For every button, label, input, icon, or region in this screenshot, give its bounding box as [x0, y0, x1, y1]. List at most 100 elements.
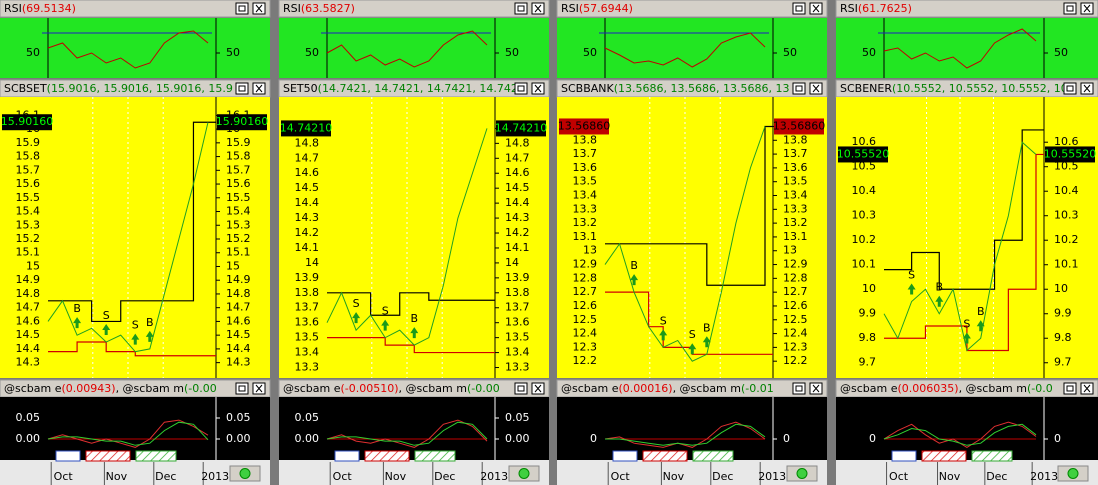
y-tick-label: 15.6	[226, 177, 251, 190]
month-label: 2013	[1030, 470, 1058, 483]
title-part: (0.00016)	[618, 382, 672, 395]
restore-button[interactable]	[514, 82, 528, 95]
y-tick-label: 10.1	[1054, 258, 1079, 271]
restore-button[interactable]	[792, 382, 806, 395]
restore-button[interactable]	[514, 2, 528, 15]
y-tick-label: 14.8	[16, 287, 41, 300]
title-text: RSI(61.7625)	[840, 2, 912, 15]
y-tick-label: 10	[1054, 282, 1068, 295]
y-tick-label: 13.3	[505, 361, 530, 374]
y-tick-label: 13.4	[573, 189, 598, 202]
y-tick-label: 14.5	[295, 181, 320, 194]
title-part: (-0.0	[1027, 382, 1053, 395]
ind-tick-label: 0.00	[226, 432, 251, 445]
y-tick-label: 15.2	[226, 232, 251, 245]
ind-tick-label: 0.00	[505, 432, 530, 445]
restore-button[interactable]	[792, 2, 806, 15]
month-label: Oct	[54, 470, 74, 483]
lower-band	[605, 291, 773, 355]
period-block	[642, 450, 688, 462]
y-tick-label: 10.4	[1054, 184, 1079, 197]
close-icon	[1083, 4, 1091, 13]
restore-button[interactable]	[235, 382, 249, 395]
signal-label: B	[410, 312, 418, 325]
price-label: 10.55520	[837, 147, 890, 160]
y-tick-label: 14.8	[226, 287, 251, 300]
close-icon	[255, 384, 263, 393]
period-block	[612, 450, 638, 462]
signal-label: B	[935, 281, 943, 294]
ind-e-line	[604, 421, 766, 448]
price-line	[604, 126, 766, 362]
close-icon	[1083, 84, 1091, 93]
price-box	[774, 118, 824, 135]
restore-icon	[1066, 5, 1074, 12]
upper-band	[48, 121, 216, 323]
rsi-tick-label: 50	[505, 46, 519, 59]
title-text: @scbam e(0.006035), @scbam m(-0.0	[840, 382, 1053, 395]
title-part: (10.5552, 10.5552, 10.5552, 10.	[892, 82, 1071, 95]
restore-button[interactable]	[235, 82, 249, 95]
restore-button[interactable]	[1063, 2, 1077, 15]
y-tick-label: 10.3	[1054, 209, 1079, 222]
signal-arrow	[630, 274, 639, 286]
y-tick-label: 10.5	[852, 160, 877, 173]
ind-tick-label: 0	[869, 432, 876, 445]
smiley-icon	[518, 468, 530, 479]
month-label: Oct	[889, 470, 909, 483]
month-label: Nov	[663, 470, 685, 483]
price-box	[281, 120, 331, 137]
month-label: Dec	[712, 470, 733, 483]
y-tick-label: 15.6	[16, 177, 41, 190]
restore-button[interactable]	[1063, 82, 1077, 95]
signal-arrow	[102, 324, 111, 336]
month-label: Dec	[434, 470, 455, 483]
y-tick-label: 14.5	[226, 328, 251, 341]
close-icon	[812, 4, 820, 13]
rsi-line	[47, 30, 209, 69]
y-tick-label: 14.3	[226, 356, 251, 369]
smiley-icon	[796, 468, 808, 479]
title-part: , @scbam m	[399, 382, 467, 395]
title-part: SET50	[283, 82, 318, 95]
upper-band	[327, 292, 495, 316]
rsi-tick-label: 50	[583, 46, 597, 59]
y-tick-label: 9.8	[1054, 331, 1072, 344]
y-tick-label: 12.9	[783, 258, 808, 271]
y-tick-label: 15	[26, 259, 40, 272]
y-tick-label: 13.5	[295, 331, 320, 344]
close-icon	[255, 4, 263, 13]
y-tick-label: 13.7	[295, 301, 320, 314]
title-part: @scbam e	[840, 382, 898, 395]
price-box	[559, 118, 609, 135]
y-tick-label: 10.4	[852, 184, 877, 197]
restore-icon	[517, 85, 525, 92]
y-tick-label: 12.2	[783, 354, 808, 367]
y-tick-label: 12.6	[573, 299, 598, 312]
signal-label: S	[689, 328, 696, 341]
restore-button[interactable]	[235, 2, 249, 15]
y-tick-label: 10.3	[852, 209, 877, 222]
y-tick-label: 13.7	[505, 301, 530, 314]
month-label: 2013	[201, 470, 229, 483]
y-tick-label: 12.5	[573, 313, 598, 326]
signal-label: S	[132, 319, 139, 332]
price-pane	[557, 97, 827, 378]
restore-button[interactable]	[514, 382, 528, 395]
restore-button[interactable]	[1063, 382, 1077, 395]
title-part: (0.006035)	[897, 382, 958, 395]
signal-arrow	[410, 327, 419, 339]
signal-arrow	[659, 329, 668, 341]
y-tick-label: 13.3	[783, 202, 808, 215]
title-part: (15.9016, 15.9016, 15.9016, 15.9	[47, 82, 233, 95]
y-tick-label: 14	[305, 256, 319, 269]
y-tick-label: 14.2	[505, 226, 530, 239]
rsi-tick-label: 50	[783, 46, 797, 59]
restore-button[interactable]	[792, 82, 806, 95]
title-part: @scbam e	[283, 382, 341, 395]
ind-tick-label: 0.00	[295, 432, 320, 445]
close-icon	[534, 384, 542, 393]
y-tick-label: 12.9	[573, 258, 598, 271]
y-tick-label: 10.5	[1054, 160, 1079, 173]
indicator-pane	[0, 397, 270, 460]
